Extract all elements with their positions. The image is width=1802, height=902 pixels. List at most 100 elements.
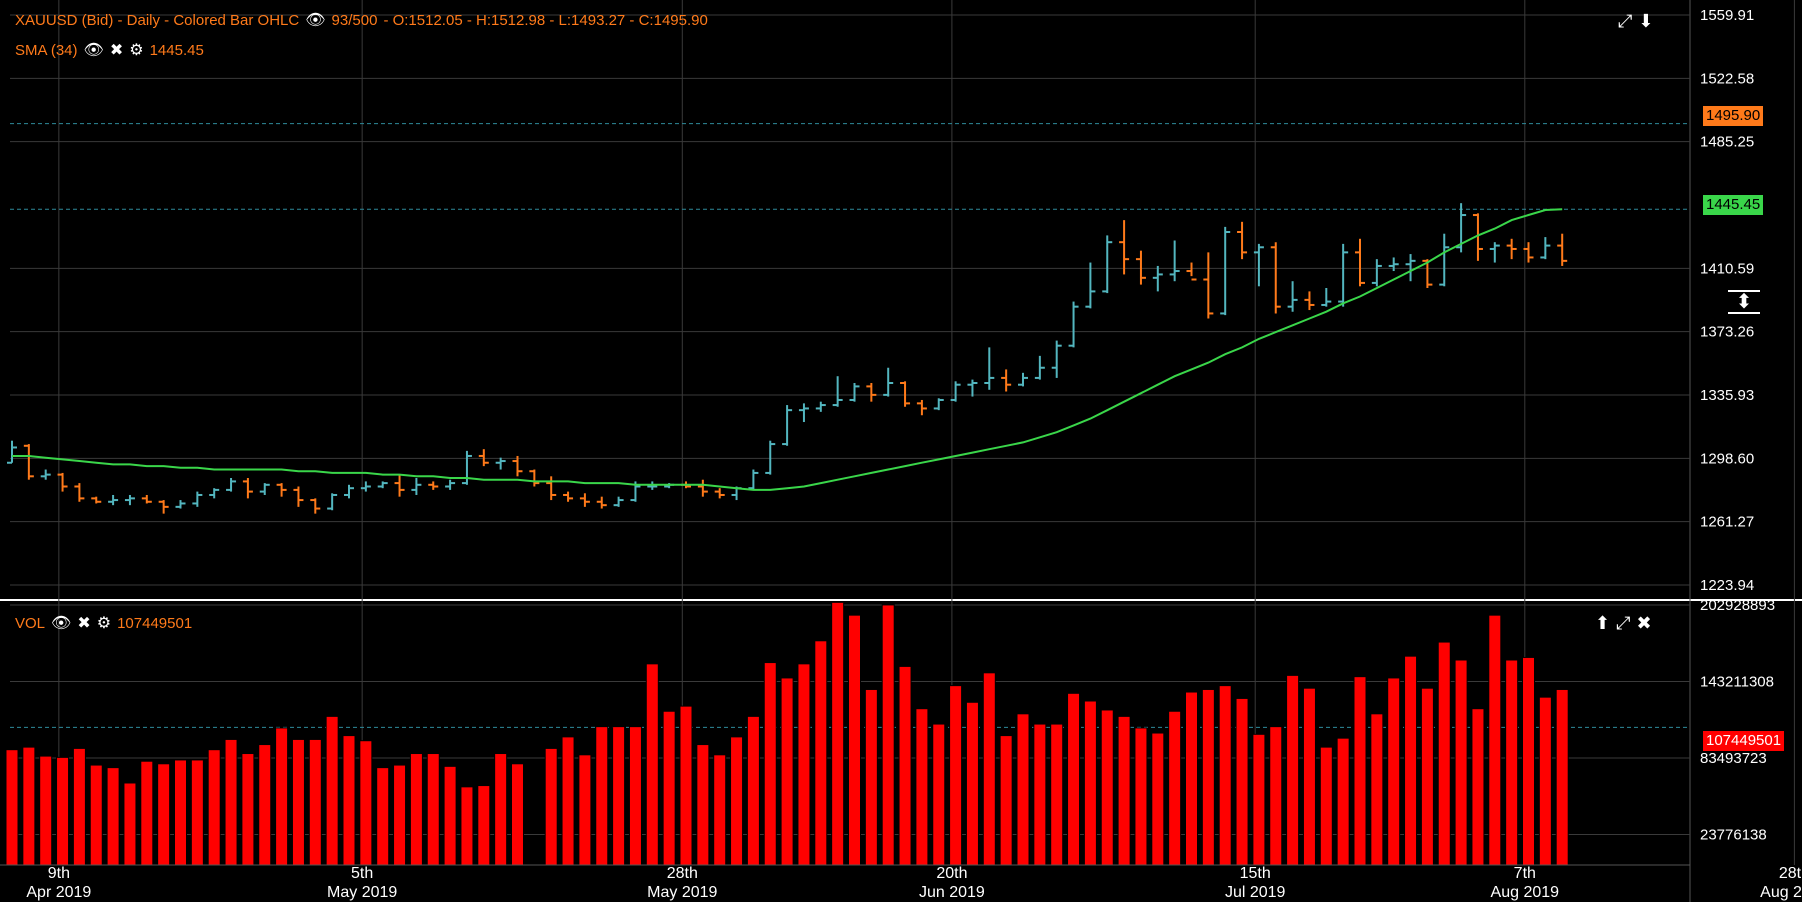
volume-bar bbox=[1505, 659, 1519, 866]
ohlc-bar bbox=[192, 491, 203, 507]
expand-icon[interactable]: ⤢ bbox=[1616, 613, 1631, 633]
ohlc-bar bbox=[360, 481, 371, 492]
volume-bar bbox=[56, 756, 70, 866]
ohlc-bar bbox=[1321, 287, 1332, 307]
ohlc-bar bbox=[596, 496, 607, 509]
volume-bar bbox=[713, 754, 727, 866]
volume-bar bbox=[393, 764, 407, 866]
ohlc-bar bbox=[1068, 301, 1079, 348]
ohlc-bar bbox=[377, 481, 388, 489]
volume-bar bbox=[982, 672, 996, 866]
volume-bar bbox=[308, 738, 322, 866]
volume-bar bbox=[1151, 732, 1165, 866]
ohlc-bar bbox=[984, 347, 995, 390]
volume-bar bbox=[1404, 655, 1418, 866]
ohlc-bar bbox=[124, 494, 135, 506]
volume-bar bbox=[696, 744, 710, 866]
volume-bar bbox=[325, 715, 339, 866]
volume-bar bbox=[1252, 733, 1266, 866]
ohlc-bar bbox=[900, 381, 911, 407]
volume-legend: VOL 👁 ✖ ⚙ 107449501 bbox=[15, 615, 192, 632]
expand-icon[interactable]: ⤢ bbox=[1618, 11, 1633, 31]
ohlc-bar bbox=[1119, 220, 1130, 275]
x-tick-day: 20th bbox=[936, 865, 967, 882]
gear-icon[interactable]: ⚙ bbox=[96, 614, 112, 632]
volume-tick-label: 202928893 bbox=[1700, 597, 1775, 614]
ohlc-bar bbox=[1338, 243, 1349, 307]
volume-tag: 107449501 bbox=[1703, 731, 1785, 751]
ohlc-bar bbox=[1355, 238, 1365, 287]
ohlc-bar bbox=[967, 379, 978, 397]
volume-bar bbox=[965, 701, 979, 866]
volume-bar bbox=[1471, 708, 1485, 866]
volume-bar bbox=[1100, 709, 1114, 866]
scale-toggle-icon[interactable]: ⬍ bbox=[1728, 290, 1760, 314]
ohlc-bar bbox=[1169, 240, 1180, 282]
volume-bar bbox=[1117, 715, 1131, 866]
volume-bar bbox=[258, 744, 272, 866]
x-tick-month: Aug 2019 bbox=[1491, 884, 1560, 901]
ohlc-bar bbox=[209, 488, 220, 499]
volume-bar bbox=[1522, 656, 1535, 866]
ohlc-bar bbox=[529, 469, 540, 487]
ohlc-bar bbox=[1203, 252, 1214, 319]
volume-bar bbox=[1218, 685, 1232, 866]
volume-bar bbox=[443, 765, 457, 866]
ohlc-bar bbox=[141, 494, 152, 504]
ohlc-bar bbox=[815, 401, 826, 412]
volume-bar bbox=[157, 763, 171, 866]
ohlc-bar bbox=[765, 440, 776, 475]
ohlc-bar bbox=[697, 479, 708, 497]
volume-bar bbox=[409, 753, 423, 866]
close-icon[interactable]: ✖ bbox=[77, 614, 91, 632]
volume-bar bbox=[1067, 692, 1081, 866]
volume-bar bbox=[140, 760, 154, 866]
ohlc-bar bbox=[108, 494, 119, 506]
ohlc-bar bbox=[158, 500, 169, 514]
eye-icon[interactable]: 👁 bbox=[51, 614, 72, 632]
vol-value: 107449501 bbox=[117, 615, 193, 632]
volume-bar bbox=[359, 740, 373, 866]
price-tick-label: 1522.58 bbox=[1700, 70, 1754, 87]
ohlc-bar bbox=[933, 398, 944, 411]
x-tick-month: May 2019 bbox=[647, 884, 717, 901]
ohlc-bar bbox=[344, 484, 354, 499]
eye-icon[interactable]: 👁 bbox=[305, 11, 326, 29]
ohlc-bar bbox=[1472, 213, 1483, 261]
price-legend: XAUUSD (Bid) - Daily - Colored Bar OHLC … bbox=[15, 12, 708, 29]
close-icon[interactable]: ✖ bbox=[1636, 613, 1652, 633]
arrow-up-icon[interactable]: ⬆ bbox=[1595, 613, 1611, 633]
volume-bar bbox=[1420, 687, 1434, 866]
ohlc-bar bbox=[1439, 233, 1450, 287]
sma-tag: 1445.45 bbox=[1703, 195, 1764, 215]
volume-bar bbox=[1185, 691, 1198, 866]
volume-bar bbox=[612, 726, 626, 866]
ohlc-bar bbox=[1135, 250, 1146, 285]
close-icon[interactable]: ✖ bbox=[109, 41, 124, 59]
volume-bar bbox=[1387, 677, 1401, 866]
x-tick-month: Apr 2019 bbox=[26, 884, 91, 901]
download-icon[interactable]: ⬇ bbox=[1638, 11, 1654, 31]
volume-bar bbox=[1050, 723, 1064, 866]
ohlc-bar bbox=[883, 367, 894, 397]
ohlc-bar bbox=[175, 500, 186, 509]
price-tick-label: 1410.59 bbox=[1700, 260, 1754, 277]
volume-bar bbox=[477, 785, 491, 866]
ohlc-bar bbox=[1557, 233, 1568, 266]
ohlc-bar bbox=[1371, 259, 1382, 287]
ohlc-bar bbox=[445, 479, 456, 490]
gear-icon[interactable]: ⚙ bbox=[129, 41, 144, 59]
volume-bar bbox=[22, 746, 36, 866]
sma-label: SMA (34) bbox=[15, 42, 78, 59]
ohlc-bar bbox=[1388, 257, 1399, 272]
volume-bar bbox=[342, 735, 356, 866]
ohlc-bar bbox=[1304, 291, 1315, 311]
volume-bar bbox=[864, 688, 878, 866]
eye-icon[interactable]: 👁 bbox=[83, 41, 104, 59]
x-tick-day: 15th bbox=[1240, 865, 1271, 882]
volume-bar bbox=[39, 755, 53, 866]
price-panel-tools: ⤢ ⬇ bbox=[1618, 12, 1654, 30]
ohlc-bar bbox=[950, 381, 961, 402]
